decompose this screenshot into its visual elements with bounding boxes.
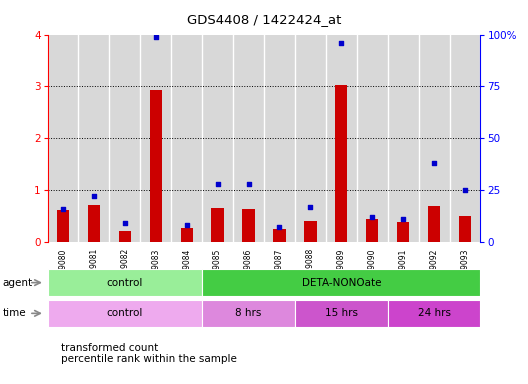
Bar bbox=[419, 35, 449, 242]
Bar bbox=[295, 35, 326, 242]
Bar bbox=[274, 229, 286, 242]
Bar bbox=[335, 85, 347, 242]
Bar bbox=[326, 35, 357, 242]
Point bbox=[399, 216, 408, 222]
Bar bbox=[202, 35, 233, 242]
Bar bbox=[171, 35, 202, 242]
Bar bbox=[304, 221, 317, 242]
Text: percentile rank within the sample: percentile rank within the sample bbox=[61, 354, 237, 364]
Point bbox=[90, 193, 98, 199]
Text: transformed count: transformed count bbox=[61, 343, 158, 353]
Point bbox=[59, 206, 67, 212]
Bar bbox=[388, 300, 480, 327]
Bar bbox=[79, 35, 109, 242]
Bar bbox=[397, 222, 409, 242]
Bar bbox=[211, 208, 224, 242]
Bar bbox=[48, 300, 202, 327]
Point bbox=[152, 33, 160, 40]
Text: GDS4408 / 1422424_at: GDS4408 / 1422424_at bbox=[187, 13, 341, 26]
Bar bbox=[264, 35, 295, 242]
Point bbox=[306, 204, 315, 210]
Bar bbox=[88, 205, 100, 242]
Bar bbox=[233, 35, 264, 242]
Bar bbox=[181, 228, 193, 242]
Text: DETA-NONOate: DETA-NONOate bbox=[301, 278, 381, 288]
Point bbox=[461, 187, 469, 193]
Point bbox=[120, 220, 129, 226]
Bar bbox=[119, 230, 131, 242]
Point bbox=[337, 40, 345, 46]
Bar bbox=[202, 269, 480, 296]
Bar bbox=[57, 210, 69, 242]
Bar bbox=[428, 206, 440, 242]
Point bbox=[183, 222, 191, 228]
Bar bbox=[149, 90, 162, 242]
Point bbox=[244, 181, 253, 187]
Bar bbox=[48, 269, 202, 296]
Text: control: control bbox=[107, 278, 143, 288]
Text: 8 hrs: 8 hrs bbox=[235, 308, 262, 318]
Bar bbox=[449, 35, 480, 242]
Point bbox=[275, 224, 284, 230]
Bar bbox=[109, 35, 140, 242]
Bar bbox=[366, 218, 379, 242]
Text: control: control bbox=[107, 308, 143, 318]
Bar bbox=[242, 209, 254, 242]
Point bbox=[368, 214, 376, 220]
Bar bbox=[140, 35, 171, 242]
Bar bbox=[48, 35, 79, 242]
Bar bbox=[357, 35, 388, 242]
Bar bbox=[388, 35, 419, 242]
Point bbox=[213, 181, 222, 187]
Text: agent: agent bbox=[3, 278, 33, 288]
Text: time: time bbox=[3, 308, 26, 318]
Point bbox=[430, 160, 438, 166]
Bar bbox=[459, 216, 471, 242]
Text: 15 hrs: 15 hrs bbox=[325, 308, 358, 318]
Text: 24 hrs: 24 hrs bbox=[418, 308, 450, 318]
Bar bbox=[295, 300, 388, 327]
Bar bbox=[202, 300, 295, 327]
